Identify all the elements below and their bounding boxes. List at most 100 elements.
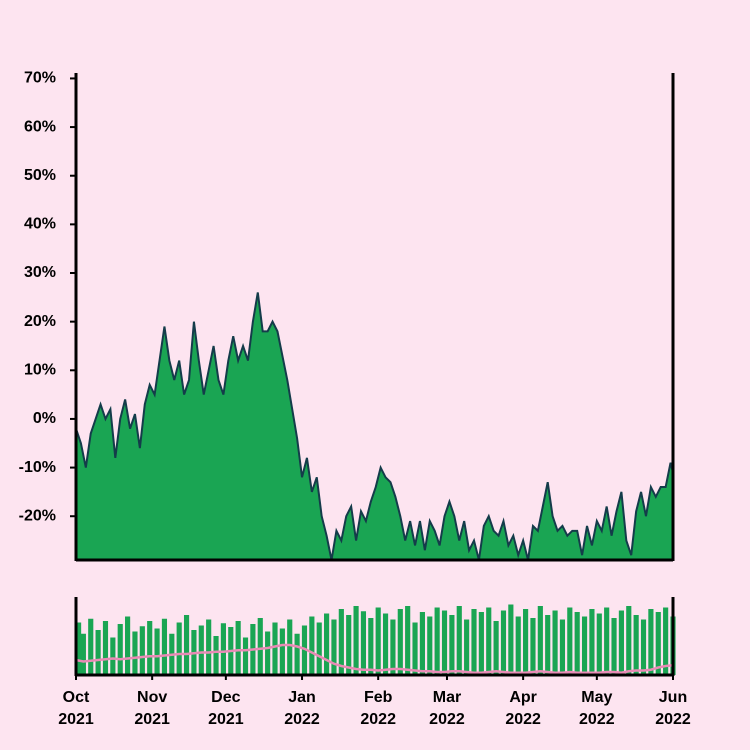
volume-bar xyxy=(397,609,403,675)
volume-bar xyxy=(360,611,367,675)
volume-bar xyxy=(419,612,425,675)
area xyxy=(76,292,673,560)
volume-bar xyxy=(301,625,308,675)
volume-bar xyxy=(648,609,654,675)
volume-bar xyxy=(206,619,212,675)
x-tick-label: Nov 2021 xyxy=(134,689,170,728)
volume-bar xyxy=(125,616,131,675)
volume-bar xyxy=(574,612,580,675)
volume-bar xyxy=(154,628,160,675)
volume-bar xyxy=(309,616,315,675)
y-tick-label: 30% xyxy=(24,264,56,281)
line xyxy=(75,292,674,561)
volume-bar xyxy=(515,616,521,675)
y-tick-label: 50% xyxy=(24,167,56,184)
volume-bar xyxy=(390,619,396,675)
volume-bar xyxy=(508,604,514,675)
volume-bar xyxy=(353,606,359,675)
y-tick-label: -10% xyxy=(19,459,56,476)
x-tick-label: Oct 2021 xyxy=(58,689,94,728)
volume-bar xyxy=(324,613,330,675)
volume-bar xyxy=(486,607,492,675)
volume-bar xyxy=(272,622,278,675)
volume-bar xyxy=(552,610,558,675)
volume-bar xyxy=(80,633,86,675)
y-tick-label: 60% xyxy=(24,118,56,135)
volume-bar xyxy=(176,622,182,675)
volume-bar xyxy=(183,615,190,675)
volume-bar xyxy=(147,621,153,675)
volume-bar xyxy=(581,616,588,675)
volume-bar xyxy=(76,622,82,675)
volume-bar xyxy=(257,618,263,675)
volume-bar xyxy=(537,606,543,675)
x-tick-label: May 2022 xyxy=(579,689,615,728)
volume-bar xyxy=(346,615,352,675)
volume-bar xyxy=(161,618,168,675)
volume-bar xyxy=(441,610,448,675)
volume-bar xyxy=(478,612,484,675)
volume-bar xyxy=(449,615,455,675)
volume-bar xyxy=(405,606,411,675)
x-tick-label: Apr 2022 xyxy=(505,689,541,728)
volume-bar xyxy=(434,607,440,675)
volume-bar xyxy=(427,616,433,675)
volume-bar xyxy=(493,621,499,675)
y-tick-label: 10% xyxy=(24,362,56,379)
volume-bar xyxy=(220,623,226,675)
y-tick-label: 20% xyxy=(24,313,56,330)
volume-bar xyxy=(545,615,551,675)
volume-bar xyxy=(265,631,271,675)
volume-bar xyxy=(559,619,566,675)
volume-bar xyxy=(242,637,249,675)
volume-bar xyxy=(102,621,109,675)
volume-bar xyxy=(338,609,344,675)
volume-bar xyxy=(655,612,661,675)
trend-line xyxy=(75,643,674,675)
volume-bar xyxy=(500,610,507,675)
volume-bar xyxy=(132,631,138,675)
x-tick-label: Jan 2022 xyxy=(284,689,320,728)
volume-bar xyxy=(375,607,381,675)
volume-bar xyxy=(611,618,617,675)
volume-bar xyxy=(567,607,573,675)
volume-bar xyxy=(316,622,322,675)
volume-bar xyxy=(331,619,337,675)
volume-bar xyxy=(287,619,293,675)
volume-bar xyxy=(368,618,374,675)
volume-bar xyxy=(235,621,241,675)
x-tick-label: Jun 2022 xyxy=(655,689,691,728)
y-tick-label: 70% xyxy=(24,70,56,87)
volume-bar xyxy=(618,610,624,675)
volume-bar xyxy=(95,630,101,675)
y-tick-label: 0% xyxy=(33,410,56,427)
y-tick-label: 40% xyxy=(24,216,56,233)
volume-bar xyxy=(471,609,477,675)
x-tick-label: Mar 2022 xyxy=(429,689,465,728)
volume-bar xyxy=(523,609,529,675)
volume-bar xyxy=(633,615,639,675)
volume-bar xyxy=(412,622,418,675)
volume-bar xyxy=(626,606,632,675)
volume-bar xyxy=(589,609,595,675)
volume-bar xyxy=(464,619,470,675)
volume-bar xyxy=(530,618,536,675)
volume-bar xyxy=(117,624,123,675)
volume-bar xyxy=(596,613,602,675)
volume-bar xyxy=(213,636,219,675)
volume-bar xyxy=(382,613,389,675)
volume-bar xyxy=(110,637,116,675)
volume-bar xyxy=(139,626,145,675)
volume-bar xyxy=(294,633,300,675)
volume-bar xyxy=(604,607,610,675)
volume-bar xyxy=(88,618,94,675)
volume-bar xyxy=(198,625,204,675)
volume-bar xyxy=(279,628,285,675)
x-tick-label: Feb 2022 xyxy=(360,689,396,728)
x-tick-label: Dec 2021 xyxy=(208,689,244,728)
volume-bar xyxy=(663,607,669,675)
y-tick-label: -20% xyxy=(19,507,56,524)
volume-bar xyxy=(640,619,647,675)
